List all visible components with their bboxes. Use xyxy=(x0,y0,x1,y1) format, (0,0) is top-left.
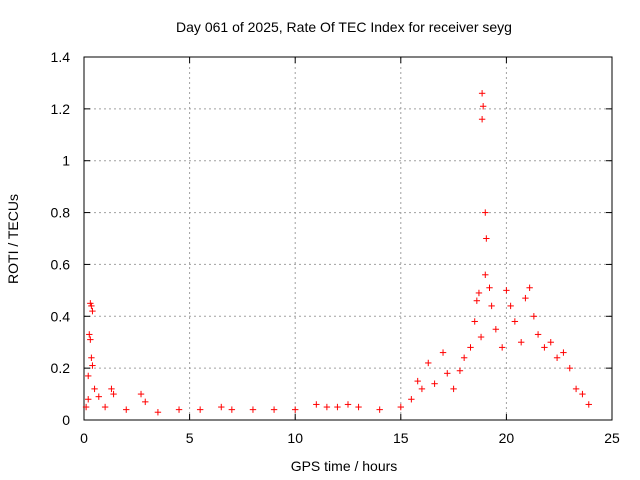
data-point xyxy=(123,406,130,413)
data-point xyxy=(439,349,447,356)
data-point xyxy=(467,344,474,351)
data-point xyxy=(196,406,204,413)
data-point xyxy=(566,364,573,372)
data-point xyxy=(483,235,490,242)
y-tick-label: 0.8 xyxy=(51,205,71,221)
y-tick-label: 1.4 xyxy=(51,49,71,65)
data-point xyxy=(547,339,554,346)
data-point xyxy=(154,409,162,416)
data-point xyxy=(511,318,519,325)
data-point xyxy=(482,271,489,278)
data-point xyxy=(82,403,90,411)
data-point xyxy=(585,401,592,408)
data-point xyxy=(477,333,485,341)
data-point xyxy=(479,103,487,110)
data-point xyxy=(473,297,481,304)
x-tick-label: 20 xyxy=(499,430,515,446)
data-point xyxy=(110,390,117,398)
data-point xyxy=(355,403,362,411)
data-point xyxy=(344,401,352,408)
y-tick-label: 0.2 xyxy=(51,360,71,376)
data-point xyxy=(431,380,438,387)
data-point xyxy=(478,116,486,123)
plot-frame xyxy=(83,56,613,421)
data-point xyxy=(488,302,495,310)
data-point xyxy=(89,362,96,369)
data-point xyxy=(478,90,486,97)
data-point xyxy=(86,331,93,338)
data-point xyxy=(530,313,538,320)
data-point xyxy=(408,396,415,403)
data-point xyxy=(218,403,225,411)
data-point xyxy=(175,406,183,413)
data-point xyxy=(482,209,489,216)
y-tick-label: 1.2 xyxy=(51,101,71,117)
data-point xyxy=(108,385,115,393)
data-point xyxy=(85,396,92,403)
data-point xyxy=(95,393,102,400)
y-axis-label: ROTI / TECUs xyxy=(5,194,21,284)
data-point xyxy=(91,385,98,393)
x-tick-label: 15 xyxy=(393,430,409,446)
data-point xyxy=(425,359,432,367)
data-point xyxy=(517,339,525,346)
y-tick-label: 1 xyxy=(62,153,70,169)
data-point xyxy=(475,289,483,297)
data-point xyxy=(471,318,478,325)
data-point xyxy=(334,403,341,411)
data-point xyxy=(292,406,299,413)
grid-layer xyxy=(84,57,612,420)
data-point xyxy=(541,344,548,351)
data-point xyxy=(89,307,96,315)
data-point xyxy=(270,406,278,413)
chart-title: Day 061 of 2025, Rate Of TEC Index for r… xyxy=(176,19,512,35)
y-tick-label: 0.6 xyxy=(51,256,71,272)
data-point xyxy=(560,349,567,356)
data-point xyxy=(486,284,493,291)
y-tick-label: 0.4 xyxy=(51,308,71,324)
data-point xyxy=(456,367,464,374)
x-tick-label: 25 xyxy=(604,430,620,446)
data-point xyxy=(572,385,580,393)
data-point xyxy=(526,284,533,291)
data-point xyxy=(142,398,149,406)
data-point xyxy=(444,370,451,377)
data-point xyxy=(418,385,426,393)
data-point xyxy=(228,406,236,413)
data-point xyxy=(85,372,92,380)
axes-layer: 0 5 10 15 20 25 0 0.2 0.4 0.6 0.8 1 1.2 1.4 xyxy=(51,49,620,446)
y-tick-label: 0 xyxy=(62,412,70,428)
data-point xyxy=(522,294,529,302)
data-point xyxy=(87,336,94,343)
data-point xyxy=(397,403,404,411)
data-point xyxy=(503,287,510,294)
data-point xyxy=(492,326,500,333)
data-point xyxy=(249,406,257,413)
data-point xyxy=(553,354,561,361)
data-point xyxy=(137,390,145,398)
x-tick-label: 5 xyxy=(186,430,194,446)
data-point xyxy=(88,354,95,361)
data-point xyxy=(460,354,468,361)
data-point xyxy=(450,385,457,393)
data-point xyxy=(376,406,383,413)
data-point xyxy=(414,377,421,385)
data-point xyxy=(498,344,506,351)
data-point xyxy=(101,403,109,411)
data-point xyxy=(579,390,586,398)
data-points-layer xyxy=(82,90,592,416)
data-point xyxy=(323,403,331,411)
data-point xyxy=(88,302,95,310)
data-point xyxy=(534,331,542,338)
x-axis-label: GPS time / hours xyxy=(291,458,398,474)
data-point xyxy=(507,302,514,310)
x-tick-label: 10 xyxy=(287,430,303,446)
data-point xyxy=(313,401,320,408)
x-tick-label: 0 xyxy=(80,430,88,446)
